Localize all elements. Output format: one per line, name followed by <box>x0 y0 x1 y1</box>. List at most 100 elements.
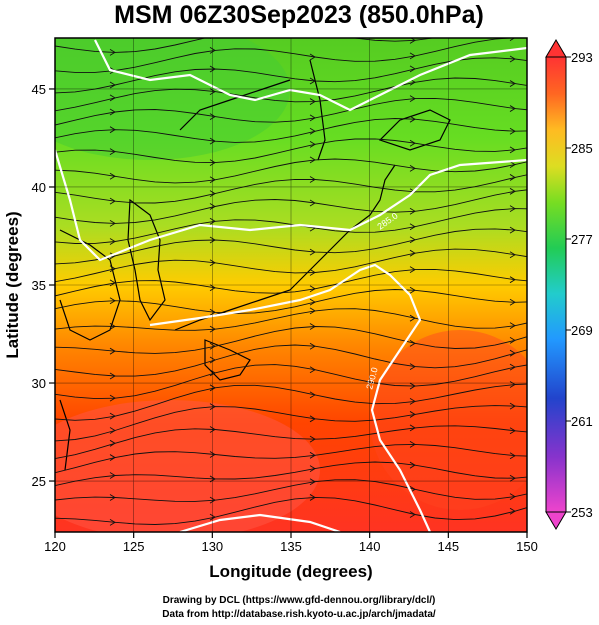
streamline-arrow <box>109 220 116 227</box>
streamline-arrow <box>209 426 216 433</box>
plot-area: 285.0 290.0 <box>55 17 527 532</box>
streamline-arrow <box>309 415 316 423</box>
streamline-arrow <box>109 197 116 205</box>
y-tick-label: 35 <box>32 278 46 293</box>
contour-280 <box>94 39 527 112</box>
streamline-arrow <box>509 38 516 41</box>
streamline-arrow <box>509 105 516 112</box>
streamline-arrow <box>309 77 316 85</box>
contour-290-south <box>179 513 341 532</box>
streamline-arrow <box>109 347 116 355</box>
x-tick-label: 120 <box>44 539 66 554</box>
streamline-arrow <box>409 363 416 371</box>
streamline-arrow <box>509 381 516 388</box>
streamline-arrow <box>409 139 416 147</box>
y-axis-label: Latitude (degrees) <box>3 211 22 358</box>
streamline <box>55 326 527 354</box>
streamline-arrow <box>509 80 516 87</box>
streamline-arrow <box>409 382 416 390</box>
streamline <box>55 308 527 331</box>
streamline <box>55 118 527 143</box>
streamline-arrow <box>409 411 416 418</box>
streamline-arrow <box>209 190 216 197</box>
streamline-arrow <box>209 113 216 121</box>
streamline-arrow <box>309 478 316 486</box>
streamline-arrow <box>309 323 316 330</box>
streamline-arrow <box>109 472 116 479</box>
chart-title: MSM 06Z30Sep2023 (850.0hPa) <box>114 1 484 29</box>
streamline <box>55 97 527 126</box>
streamline-arrow <box>209 451 216 458</box>
streamline-arrow <box>109 394 116 402</box>
streamline-arrow <box>309 127 316 135</box>
streamline-arrow <box>209 46 216 54</box>
streamline-arrow <box>509 187 516 195</box>
streamline-arrow <box>209 369 216 377</box>
colorbar-tick-label: 261 <box>571 414 593 429</box>
streamlines <box>55 17 527 526</box>
streamline-arrow <box>109 265 116 273</box>
streamline-arrow <box>509 402 516 410</box>
colorbar-tick-label: 293 <box>571 50 593 65</box>
colorbar-scale <box>545 56 567 513</box>
streamline-arrow <box>109 372 116 380</box>
streamline-arrow <box>209 65 216 73</box>
colorbar-bottom-arrow <box>545 511 567 530</box>
x-tick-label: 135 <box>280 539 302 554</box>
grid <box>55 38 527 532</box>
streamline-arrow <box>309 248 316 256</box>
streamline-arrow <box>109 252 116 260</box>
streamline-arrow <box>509 226 516 234</box>
streamline-arrow <box>209 159 216 166</box>
streamline-arrow <box>309 269 316 276</box>
x-tick-label: 125 <box>123 539 145 554</box>
streamline-arrow <box>510 17 515 23</box>
y-tick-label: 40 <box>32 180 46 195</box>
streamline-arrow <box>310 29 315 35</box>
streamline-arrow <box>109 427 116 434</box>
streamline-arrow <box>509 427 516 435</box>
streamline-arrow <box>309 391 316 399</box>
streamline-arrow <box>209 496 216 504</box>
streamline-arrow <box>509 507 516 515</box>
streamline-arrow <box>409 236 416 244</box>
streamline-arrow <box>309 435 316 443</box>
streamline-arrow <box>209 356 216 364</box>
streamline-arrow <box>409 339 416 347</box>
streamline-arrow <box>509 349 516 357</box>
streamline <box>55 174 527 204</box>
streamline-arrow <box>509 127 516 135</box>
streamline-arrow <box>409 65 416 73</box>
streamline-arrow <box>109 126 116 134</box>
streamline-arrow <box>409 52 416 60</box>
streamline-arrow <box>309 285 316 293</box>
credit-line-2: Data from http://database.rish.kyoto-u.a… <box>162 609 436 620</box>
warm-region <box>55 400 320 532</box>
contour-285 <box>55 149 527 262</box>
colorbar: 293 285 277 269 261 253 <box>545 39 593 530</box>
streamline-arrow <box>409 441 416 448</box>
colorbar-tick-label: 285 <box>571 141 593 156</box>
streamline-arrow <box>209 342 216 350</box>
streamline <box>55 461 527 487</box>
x-tick-label: 145 <box>437 539 459 554</box>
streamline-arrow <box>109 148 116 155</box>
streamline-arrow <box>209 236 216 244</box>
streamline <box>55 496 527 525</box>
streamline-arrow <box>209 325 216 333</box>
streamline-arrow <box>209 403 216 411</box>
streamline-arrow <box>109 439 116 447</box>
streamline-arrow <box>309 140 316 148</box>
streamline-arrow <box>109 412 116 420</box>
streamline-arrow <box>409 207 416 215</box>
streamline-arrow <box>409 314 416 322</box>
streamline <box>55 383 527 421</box>
streamline-arrow <box>509 322 516 330</box>
streamline-arrow <box>409 95 416 103</box>
streamline-arrow <box>309 53 316 61</box>
streamline-arrow <box>509 493 516 500</box>
streamline <box>55 189 527 224</box>
y-tick-label: 25 <box>32 474 46 489</box>
streamline-arrow <box>309 298 316 306</box>
streamline <box>55 138 527 164</box>
